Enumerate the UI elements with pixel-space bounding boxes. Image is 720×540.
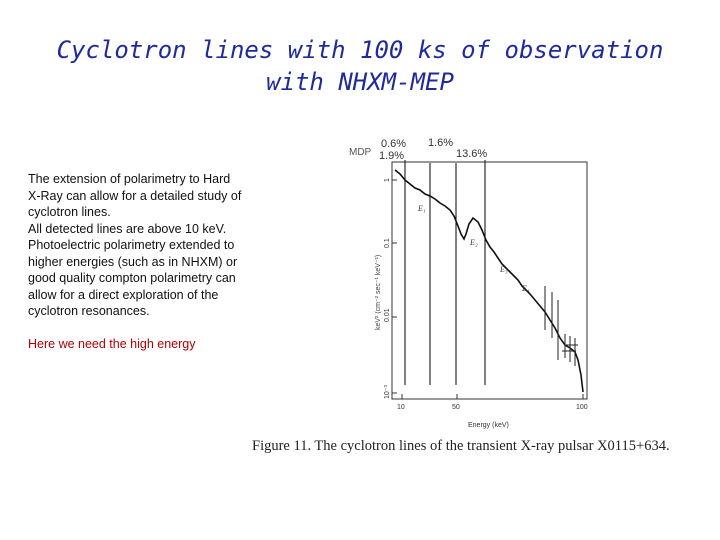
x-axis-label: Energy (keV) <box>468 422 509 429</box>
mdp-markers <box>404 160 486 385</box>
body-text: The extension of polarimetry to Hard X-R… <box>28 171 243 352</box>
x-tick-label-2: 50 <box>452 404 460 411</box>
slide-title-line-2: with NHXM-MEP <box>266 68 454 96</box>
mdp-value-1: 0.6% <box>381 138 406 150</box>
slide-title: Cyclotron lines with 100 ks of observati… <box>0 34 720 98</box>
mdp-label: MDP <box>349 147 372 158</box>
spectrum-curve <box>394 169 584 393</box>
line-label-e1: E₁ <box>417 204 426 213</box>
line-label-e4: E₄ <box>521 284 530 293</box>
mdp-value-4: 13.6% <box>456 148 487 160</box>
highlight-text: Here we need the high energy <box>28 336 196 351</box>
y-tick-label-2: 0.1 <box>384 238 391 248</box>
y-axis-label: keV² (cm⁻² sec⁻¹ keV⁻¹) <box>375 255 382 330</box>
line-label-e2: E₂ <box>469 238 478 247</box>
axis-ticks <box>392 179 584 399</box>
y-tick-label-1: 1 <box>384 178 391 182</box>
y-tick-label-3: 0.01 <box>384 308 391 322</box>
error-bars <box>544 286 578 366</box>
slide-title-line-1: Cyclotron lines with 100 ks of observati… <box>56 36 664 64</box>
mdp-value-3: 1.6% <box>428 137 453 149</box>
x-tick-label-1: 10 <box>397 404 405 411</box>
y-tick-label-4: 10⁻³ <box>384 385 391 399</box>
mdp-value-2: 1.9% <box>379 150 404 162</box>
plot-frame <box>391 161 588 400</box>
paragraph-1: The extension of polarimetry to Hard X-R… <box>28 172 242 219</box>
figure-caption: Figure 11. The cyclotron lines of the tr… <box>252 438 670 454</box>
x-tick-label-3: 100 <box>576 404 588 411</box>
paragraph-2: All detected lines are above 10 keV. Pho… <box>28 221 238 319</box>
line-label-e3: E₃ <box>499 265 508 274</box>
